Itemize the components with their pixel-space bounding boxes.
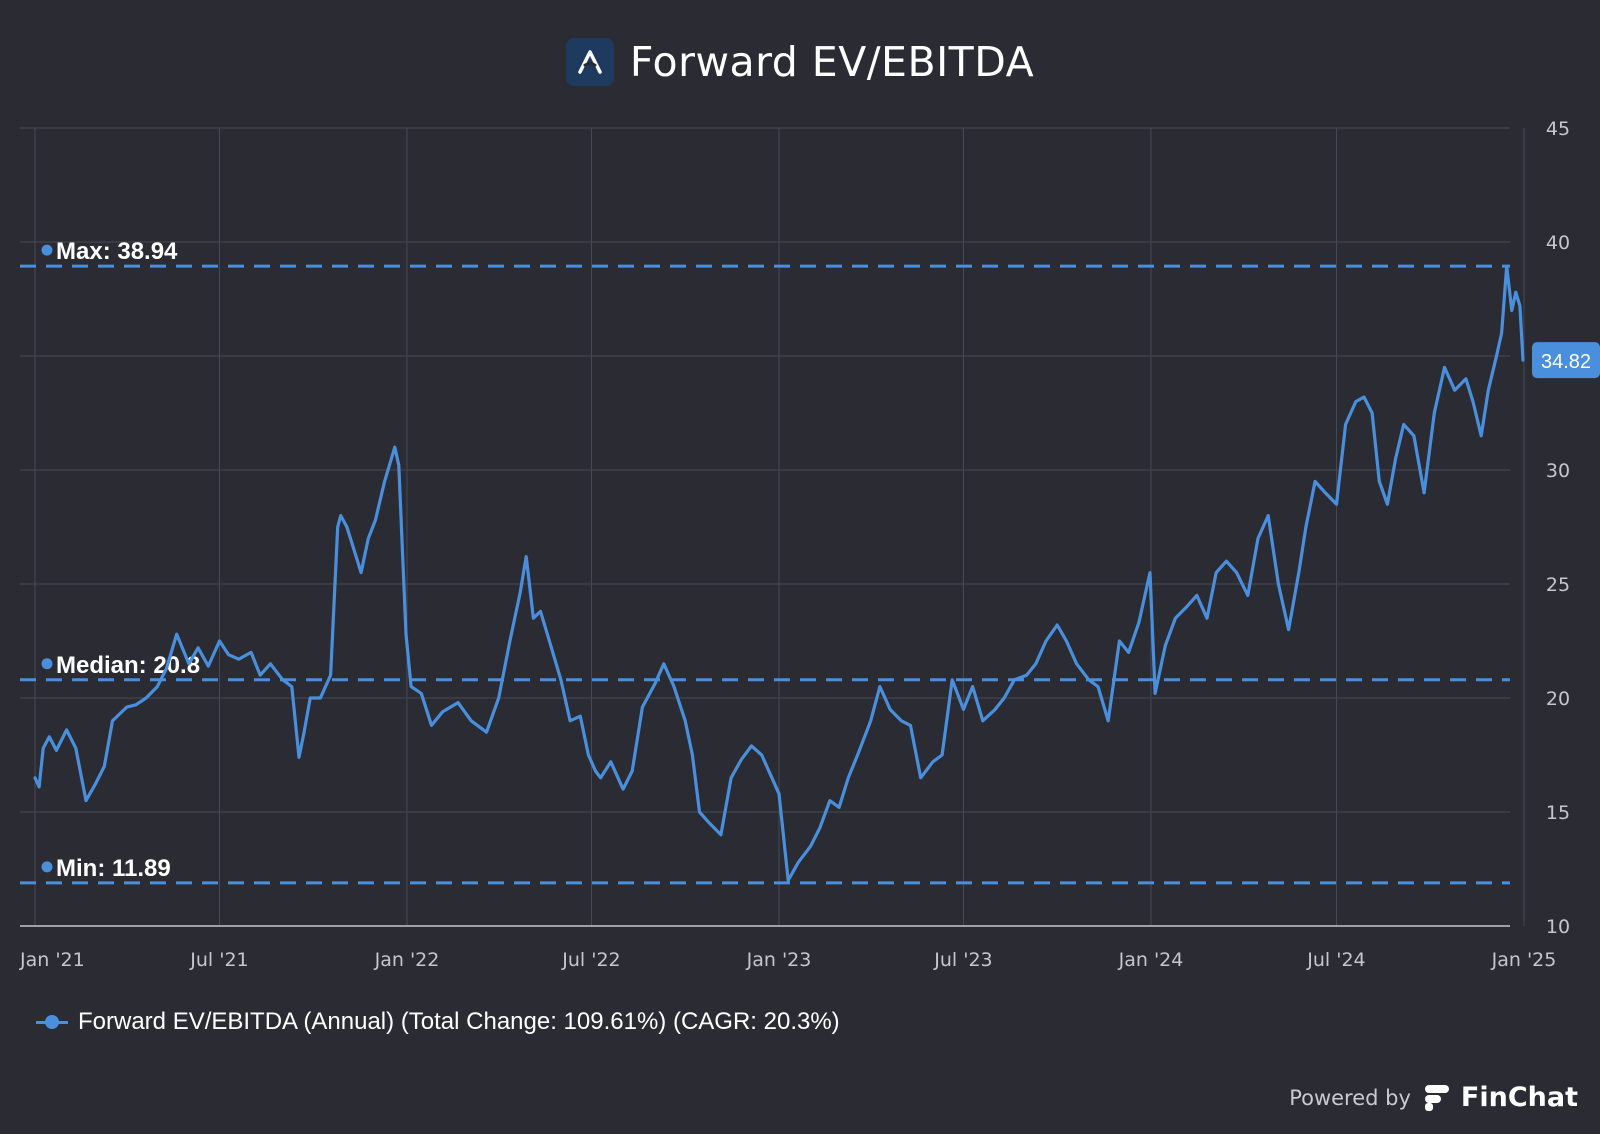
reference-label: Median: 20.8 [56,652,200,679]
chart-legend[interactable]: Forward EV/EBITDA (Annual) (Total Change… [36,1008,840,1036]
chart-header: Forward EV/EBITDA [0,36,1600,88]
last-value-badge [1532,342,1600,379]
reference-label: Max: 38.94 [56,238,178,265]
y-tick-label: 15 [1546,802,1570,824]
finchat-a-logo-icon [565,38,614,86]
x-tick-label: Jul '24 [1306,949,1365,971]
y-tick-label: 40 [1546,232,1570,254]
chart-title: Forward EV/EBITDA [629,38,1035,86]
finchat-logo-icon [1424,1084,1449,1111]
last-value-label: 34.82 [1541,351,1591,373]
reference-label: Min: 11.89 [56,855,171,882]
reference-label-dot [41,658,53,670]
x-tick-label: Jul '22 [561,949,620,971]
reference-label-dot [41,861,53,873]
x-tick-label: Jan '24 [1118,949,1184,971]
x-tick-label: Jul '21 [189,949,248,971]
y-tick-label: 20 [1546,688,1570,710]
brand-name: FinChat [1460,1082,1578,1113]
y-tick-label: 10 [1546,916,1570,938]
legend-label: Forward EV/EBITDA (Annual) (Total Change… [78,1008,840,1035]
powered-by: Powered by FinChat [1289,1082,1578,1113]
y-tick-label: 30 [1546,460,1570,482]
series-line [33,264,1525,883]
y-tick-label: 45 [1546,118,1570,140]
x-tick-label: Jan '25 [1491,949,1557,971]
powered-by-text: Powered by [1289,1085,1411,1110]
reference-label-dot [41,244,53,256]
x-tick-label: Jan '23 [746,949,812,971]
legend-line-dot-icon [36,1015,68,1029]
brand[interactable]: FinChat [1423,1082,1578,1113]
x-tick-label: Jan '21 [19,949,85,971]
y-tick-label: 25 [1546,574,1570,596]
x-tick-label: Jan '22 [374,949,440,971]
x-tick-label: Jul '23 [933,949,992,971]
